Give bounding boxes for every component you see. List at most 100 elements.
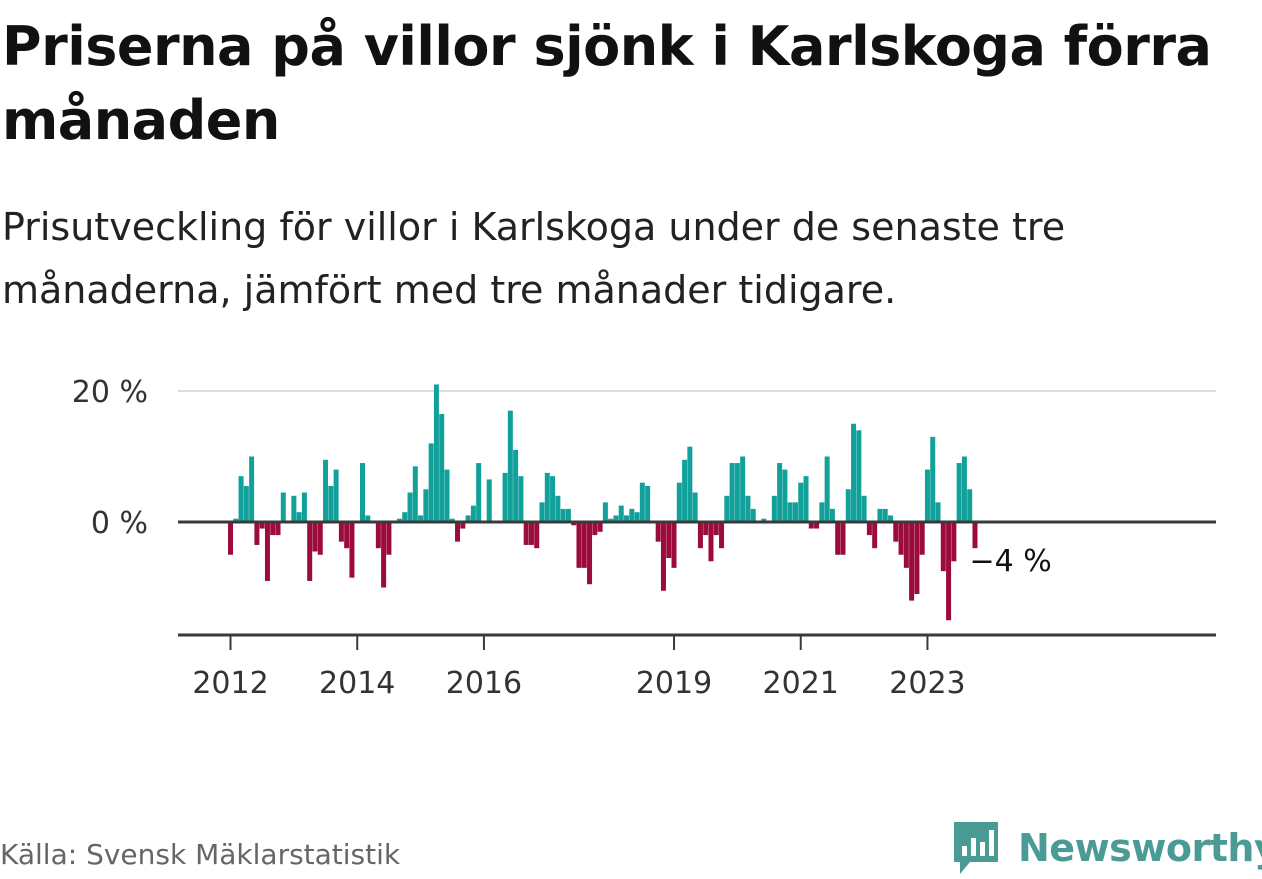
bar xyxy=(233,518,239,522)
bar xyxy=(534,522,540,549)
bar xyxy=(555,495,561,522)
bar xyxy=(877,508,883,522)
bar xyxy=(571,522,577,526)
bar xyxy=(787,502,793,522)
bar xyxy=(940,522,946,572)
bar xyxy=(433,384,439,522)
bar xyxy=(249,456,255,522)
bar xyxy=(655,522,661,542)
bar xyxy=(919,522,925,555)
bar xyxy=(407,492,413,522)
bar xyxy=(866,522,872,536)
bar xyxy=(951,522,957,562)
bar xyxy=(307,522,313,581)
bar xyxy=(270,522,276,536)
bar xyxy=(882,508,888,522)
bar xyxy=(423,489,429,522)
chart-title: Priserna på villor sjönk i Karlskoga för… xyxy=(2,15,1212,152)
bar xyxy=(935,502,941,522)
x-tick-label: 2019 xyxy=(636,666,712,700)
bar xyxy=(581,522,587,568)
y-tick-label: 20 % xyxy=(72,375,148,410)
bar xyxy=(418,515,424,522)
bar xyxy=(465,515,471,522)
bar xyxy=(317,522,323,555)
bar xyxy=(439,413,445,522)
bar xyxy=(365,515,371,522)
bar xyxy=(824,456,830,522)
bar xyxy=(333,469,339,522)
bar xyxy=(829,508,835,522)
bar xyxy=(792,502,798,522)
bar xyxy=(782,469,788,522)
bar xyxy=(724,495,730,522)
bar xyxy=(592,522,598,536)
bar xyxy=(856,430,862,522)
bar xyxy=(629,508,635,522)
bar xyxy=(301,492,307,522)
bar xyxy=(323,459,329,523)
bar xyxy=(898,522,904,555)
bar xyxy=(523,522,529,545)
bar xyxy=(930,436,936,522)
bar xyxy=(750,508,756,522)
bar xyxy=(708,522,714,562)
bar xyxy=(254,522,260,545)
newsworthy-logo-icon xyxy=(954,822,998,874)
bar xyxy=(428,443,434,522)
bar xyxy=(565,508,571,522)
bar xyxy=(803,476,809,522)
bar xyxy=(402,512,408,522)
bar xyxy=(502,472,508,523)
bar xyxy=(909,522,915,601)
bar xyxy=(872,522,878,549)
bar xyxy=(645,485,651,522)
bar xyxy=(703,522,709,536)
bar xyxy=(349,522,355,578)
bar xyxy=(550,476,556,522)
bar xyxy=(608,518,614,522)
newsworthy-logo: Newsworthy xyxy=(950,818,1262,878)
bar xyxy=(259,522,265,529)
bar xyxy=(639,482,645,522)
bar xyxy=(544,472,550,523)
bar xyxy=(507,410,513,522)
bar xyxy=(924,469,930,522)
bar xyxy=(967,489,973,522)
bar xyxy=(808,522,814,529)
bar xyxy=(740,456,746,522)
bar xyxy=(280,492,286,522)
bar xyxy=(238,476,244,522)
bar xyxy=(666,522,672,559)
x-tick-label: 2021 xyxy=(763,666,839,700)
bar xyxy=(576,522,582,568)
bar xyxy=(444,469,450,522)
bar xyxy=(956,463,962,522)
bar xyxy=(771,495,777,522)
last-value-label: −4 % xyxy=(970,544,1052,579)
x-tick-label: 2023 xyxy=(889,666,965,700)
bar xyxy=(903,522,909,568)
bar xyxy=(819,502,825,522)
brand-name: Newsworthy xyxy=(1018,826,1262,870)
bar xyxy=(513,449,519,522)
chart-subtitle: Prisutveckling för villor i Karlskoga un… xyxy=(2,205,1066,312)
bar xyxy=(634,512,640,522)
bar xyxy=(682,459,688,523)
bar xyxy=(618,505,624,523)
bar xyxy=(518,476,524,522)
bar xyxy=(560,508,566,522)
bar xyxy=(291,495,297,522)
bar xyxy=(888,515,893,522)
bar xyxy=(264,522,270,581)
bar xyxy=(972,522,978,549)
x-tick-label: 2016 xyxy=(446,666,522,700)
bar xyxy=(449,518,455,522)
bar xyxy=(312,522,318,552)
bar xyxy=(296,512,302,522)
bar xyxy=(946,522,952,621)
bar xyxy=(328,485,334,522)
bar xyxy=(455,522,461,542)
bar xyxy=(602,502,608,522)
bar xyxy=(587,522,593,585)
